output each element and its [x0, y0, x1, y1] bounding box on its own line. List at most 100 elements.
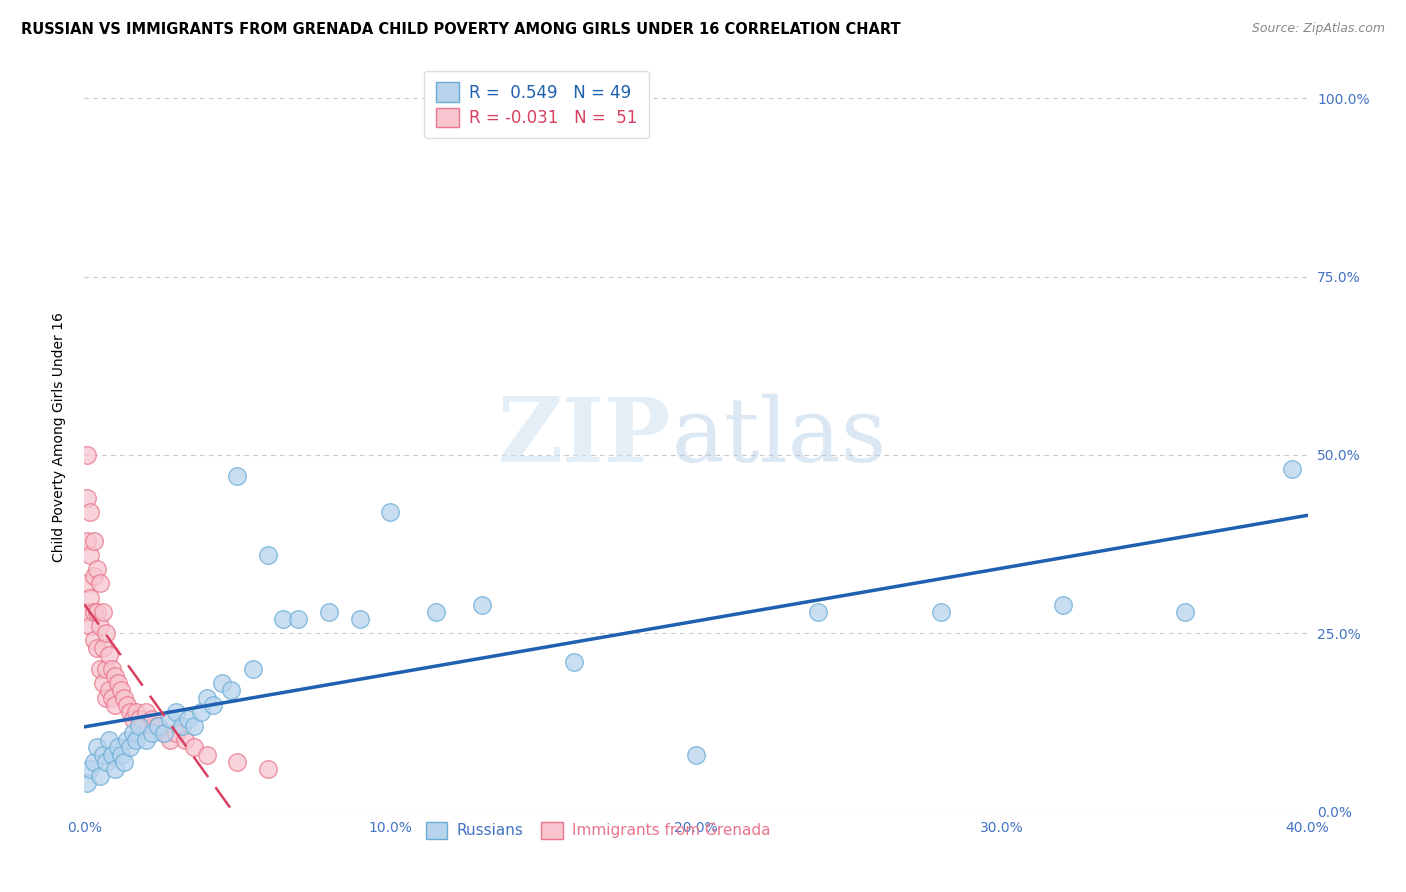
- Point: [94, 690, 117, 705]
- Point: [83, 533, 105, 548]
- Point: [190, 705, 212, 719]
- Point: [1052, 598, 1074, 612]
- Point: [91, 676, 114, 690]
- Y-axis label: Child Poverty Among Girls Under 16: Child Poverty Among Girls Under 16: [52, 312, 66, 562]
- Point: [1174, 605, 1197, 619]
- Point: [195, 747, 218, 762]
- Point: [89, 576, 111, 591]
- Point: [153, 726, 176, 740]
- Point: [107, 676, 129, 690]
- Point: [128, 719, 150, 733]
- Point: [177, 712, 200, 726]
- Point: [562, 655, 585, 669]
- Point: [91, 605, 114, 619]
- Point: [242, 662, 264, 676]
- Point: [257, 762, 280, 776]
- Point: [89, 662, 111, 676]
- Point: [380, 505, 402, 519]
- Point: [97, 648, 120, 662]
- Point: [125, 705, 148, 719]
- Point: [110, 683, 132, 698]
- Point: [219, 683, 242, 698]
- Point: [271, 612, 294, 626]
- Point: [104, 698, 127, 712]
- Point: [165, 726, 187, 740]
- Point: [165, 705, 187, 719]
- Point: [122, 726, 145, 740]
- Point: [153, 726, 176, 740]
- Point: [76, 448, 98, 462]
- Text: atlas: atlas: [672, 393, 887, 481]
- Point: [104, 762, 127, 776]
- Point: [112, 755, 135, 769]
- Point: [120, 740, 142, 755]
- Point: [83, 605, 105, 619]
- Point: [183, 719, 205, 733]
- Point: [79, 548, 101, 562]
- Point: [201, 698, 224, 712]
- Point: [172, 719, 194, 733]
- Point: [79, 591, 101, 605]
- Point: [83, 633, 105, 648]
- Point: [89, 619, 111, 633]
- Point: [76, 776, 98, 790]
- Point: [122, 712, 145, 726]
- Point: [141, 712, 163, 726]
- Point: [107, 740, 129, 755]
- Point: [115, 733, 138, 747]
- Point: [83, 755, 105, 769]
- Point: [76, 576, 98, 591]
- Text: RUSSIAN VS IMMIGRANTS FROM GRENADA CHILD POVERTY AMONG GIRLS UNDER 16 CORRELATIO: RUSSIAN VS IMMIGRANTS FROM GRENADA CHILD…: [21, 22, 901, 37]
- Point: [685, 747, 707, 762]
- Point: [146, 719, 169, 733]
- Point: [471, 598, 494, 612]
- Point: [94, 755, 117, 769]
- Point: [141, 726, 163, 740]
- Point: [226, 469, 249, 483]
- Point: [76, 605, 98, 619]
- Point: [97, 683, 120, 698]
- Point: [115, 698, 138, 712]
- Point: [226, 755, 249, 769]
- Point: [807, 605, 830, 619]
- Point: [86, 740, 108, 755]
- Point: [1281, 462, 1303, 476]
- Point: [79, 619, 101, 633]
- Point: [79, 505, 101, 519]
- Point: [104, 669, 127, 683]
- Point: [318, 605, 340, 619]
- Point: [83, 569, 105, 583]
- Point: [97, 733, 120, 747]
- Point: [257, 548, 280, 562]
- Point: [101, 662, 124, 676]
- Point: [174, 733, 197, 747]
- Point: [76, 533, 98, 548]
- Point: [101, 690, 124, 705]
- Point: [125, 733, 148, 747]
- Point: [131, 719, 153, 733]
- Point: [135, 705, 157, 719]
- Point: [349, 612, 371, 626]
- Point: [86, 562, 108, 576]
- Point: [91, 640, 114, 655]
- Point: [425, 605, 447, 619]
- Point: [287, 612, 309, 626]
- Text: ZIP: ZIP: [498, 393, 672, 481]
- Text: Source: ZipAtlas.com: Source: ZipAtlas.com: [1251, 22, 1385, 36]
- Point: [120, 705, 142, 719]
- Point: [76, 491, 98, 505]
- Legend: Russians, Immigrants from Grenada: Russians, Immigrants from Grenada: [419, 815, 776, 846]
- Point: [135, 733, 157, 747]
- Point: [146, 719, 169, 733]
- Point: [94, 626, 117, 640]
- Point: [195, 690, 218, 705]
- Point: [94, 662, 117, 676]
- Point: [101, 747, 124, 762]
- Point: [929, 605, 952, 619]
- Point: [159, 733, 181, 747]
- Point: [159, 712, 181, 726]
- Point: [211, 676, 233, 690]
- Point: [79, 762, 101, 776]
- Point: [91, 747, 114, 762]
- Point: [86, 605, 108, 619]
